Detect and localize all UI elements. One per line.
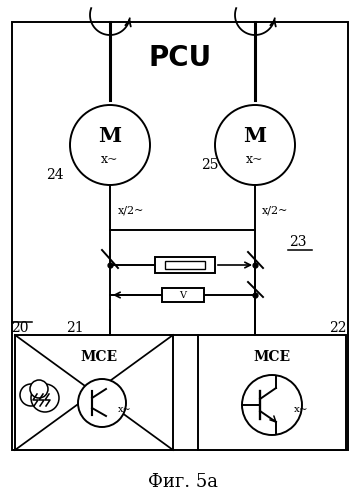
Circle shape: [31, 384, 59, 412]
Text: x~: x~: [294, 406, 309, 415]
Text: x~: x~: [101, 153, 119, 166]
Text: M: M: [98, 126, 122, 146]
Bar: [12, 22, 348, 450]
Bar: [162, 288, 204, 302]
Text: 21: 21: [66, 321, 84, 335]
Text: PCU: PCU: [148, 44, 212, 72]
Text: x~: x~: [246, 153, 264, 166]
Text: 22: 22: [329, 321, 347, 335]
Text: x/2~: x/2~: [118, 205, 144, 215]
Text: 20: 20: [11, 321, 29, 335]
Bar: [15, 335, 173, 450]
Bar: [198, 335, 346, 450]
Bar: [155, 257, 215, 273]
Bar: [165, 261, 205, 269]
Circle shape: [20, 384, 42, 406]
Circle shape: [242, 375, 302, 435]
Text: 23: 23: [289, 235, 307, 249]
Text: MCE: MCE: [253, 350, 291, 364]
Text: V: V: [180, 290, 186, 299]
Text: 25: 25: [201, 158, 219, 172]
Text: Фиг. 5а: Фиг. 5а: [148, 473, 218, 491]
Text: MCE: MCE: [80, 350, 118, 364]
Circle shape: [215, 105, 295, 185]
Text: M: M: [243, 126, 266, 146]
Text: 24: 24: [46, 168, 64, 182]
Circle shape: [30, 380, 48, 398]
Circle shape: [70, 105, 150, 185]
Text: x/2~: x/2~: [262, 205, 288, 215]
Text: x~: x~: [118, 405, 132, 414]
Circle shape: [78, 379, 126, 427]
